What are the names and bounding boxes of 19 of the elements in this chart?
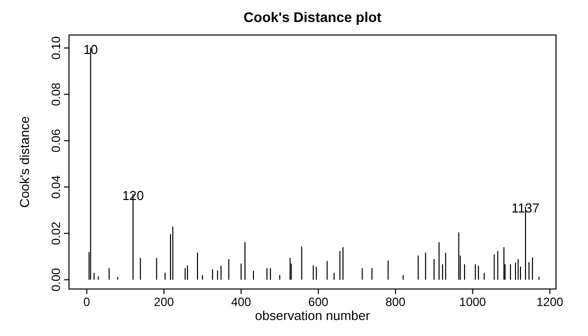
x-tick-label: 1000 [459, 295, 486, 309]
y-axis-title: Cook's distance [17, 116, 32, 208]
annotation: 1137 [512, 200, 540, 216]
x-tick-label: 1200 [536, 295, 564, 309]
y-tick-label: 0.04 [49, 175, 63, 199]
x-tick-label: 400 [231, 295, 252, 309]
x-tick-label: 200 [154, 295, 174, 309]
y-tick-label: 0.02 [49, 221, 63, 246]
annotation: 10 [83, 42, 98, 57]
y-tick-label: 0.08 [49, 82, 63, 106]
x-axis-title: observation number [255, 308, 371, 323]
x-tick-label: 600 [308, 295, 329, 309]
x-tick-label: 0 [83, 295, 90, 309]
x-tick-label: 800 [385, 295, 406, 309]
annotation: 120 [122, 188, 144, 203]
y-tick-label: 0.06 [49, 128, 63, 152]
y-tick-label: 0.00 [49, 268, 63, 292]
chart-title: Cook's Distance plot [244, 9, 382, 25]
y-tick-label: 0.10 [49, 36, 63, 60]
